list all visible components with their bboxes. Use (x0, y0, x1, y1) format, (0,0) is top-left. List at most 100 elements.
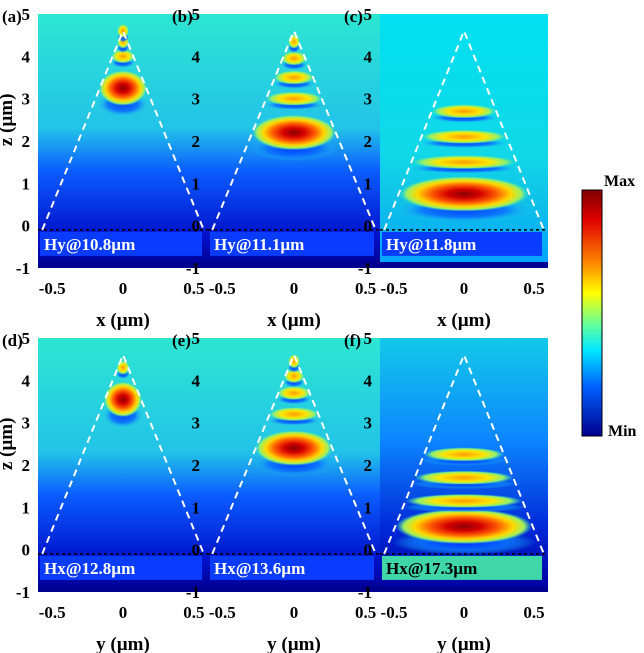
z-tick-label: 5 (364, 329, 373, 348)
substrate (208, 262, 380, 268)
z-tick-label: 2 (364, 456, 373, 475)
h-axis-label: x (µm) (267, 310, 321, 331)
z-tick-label: 3 (192, 90, 201, 109)
field-lobe (431, 104, 497, 119)
field-map (38, 338, 208, 592)
z-tick-label: 2 (22, 456, 31, 475)
h-axis-label: y (µm) (96, 634, 150, 653)
z-tick-label: 5 (364, 5, 373, 24)
z-tick-label: 4 (192, 47, 201, 66)
h-tick-label: 0.5 (355, 279, 376, 298)
h-tick-label: -0.5 (381, 603, 408, 622)
panel-tag: (f) (344, 331, 361, 350)
field-lobe (103, 381, 143, 418)
panel-tag: (e) (172, 331, 191, 350)
field-lobe (255, 430, 333, 466)
z-tick-label: 4 (22, 47, 31, 66)
field-lobe (98, 70, 148, 106)
colorbar: Max Min (581, 173, 637, 440)
substrate (380, 586, 548, 592)
panel-label: Hx@13.6µm (214, 559, 305, 578)
z-tick-label: 4 (364, 47, 373, 66)
h-tick-label: -0.5 (209, 279, 236, 298)
z-tick-label: 1 (22, 498, 31, 517)
z-tick-label: 0 (22, 541, 31, 560)
field-lobe (414, 470, 514, 485)
panel-tag: (b) (172, 7, 193, 26)
field-lobe (423, 447, 505, 462)
field-lobe (268, 407, 320, 422)
field-lobe (283, 368, 305, 384)
z-tick-label: 4 (192, 371, 201, 390)
label-box (382, 555, 542, 580)
panel-tag: (c) (344, 7, 363, 26)
z-tick-label: 0 (192, 217, 201, 236)
z-tick-label: 2 (192, 132, 201, 151)
field-lobe (277, 385, 311, 401)
z-tick-label: 1 (364, 498, 373, 517)
z-tick-label: 3 (364, 90, 373, 109)
field-lobe (273, 70, 315, 85)
z-tick-label: 5 (22, 329, 31, 348)
h-axis-label: y (µm) (437, 634, 491, 653)
h-axis-label: x (µm) (96, 310, 150, 331)
h-tick-label: -0.5 (209, 603, 236, 622)
z-tick-label: 5 (192, 329, 201, 348)
z-tick-label: 0 (192, 541, 201, 560)
panel-label: Hx@17.3µm (386, 559, 477, 578)
panel-c: Hy@11.8µm (c) 5 4 3 2 1 0 -1 -0.5 0 0.5 x (µm) (344, 5, 548, 331)
z-tick-label: 3 (192, 414, 201, 433)
z-tick-label: -1 (16, 583, 30, 602)
field-lobe (265, 91, 323, 106)
field-lobe (398, 176, 530, 212)
z-tick-label: -1 (358, 583, 372, 602)
h-tick-label: 0 (119, 279, 128, 298)
field-lobe (251, 114, 337, 151)
z-tick-label: 1 (364, 174, 373, 193)
h-tick-label: 0.5 (523, 279, 544, 298)
h-tick-label: 0 (290, 603, 299, 622)
field-lobe (411, 155, 517, 170)
panel-tag: (d) (2, 331, 23, 350)
z-tick-label: 3 (22, 414, 31, 433)
substrate (38, 586, 208, 592)
field-lobe (405, 493, 523, 509)
z-tick-label: 5 (192, 5, 201, 24)
label-box (40, 231, 202, 256)
h-tick-label: 0.5 (355, 603, 376, 622)
z-tick-label: 0 (364, 217, 373, 236)
label-box (382, 231, 542, 256)
h-tick-label: 0 (460, 603, 469, 622)
colorbar-min-label: Min (608, 423, 637, 440)
h-tick-label: -0.5 (381, 279, 408, 298)
h-tick-label: 0 (290, 279, 299, 298)
z-tick-label: -1 (16, 259, 30, 278)
field-lobe (111, 49, 135, 64)
z-tick-label: 2 (22, 132, 31, 151)
label-box (210, 231, 374, 256)
z-tick-label: 2 (192, 456, 201, 475)
z-axis-label: z (µm) (0, 418, 17, 471)
z-tick-label: 3 (22, 90, 31, 109)
h-axis-label: y (µm) (267, 634, 321, 653)
z-tick-label: -1 (186, 583, 200, 602)
h-tick-label: -0.5 (39, 603, 66, 622)
h-tick-label: 0 (119, 603, 128, 622)
z-tick-label: 2 (364, 132, 373, 151)
z-tick-label: 4 (22, 371, 31, 390)
field-lobe (288, 34, 300, 49)
h-tick-label: -0.5 (39, 279, 66, 298)
z-tick-label: 5 (22, 5, 31, 24)
panel-label: Hy@11.8µm (386, 235, 476, 254)
h-tick-label: 0 (460, 279, 469, 298)
h-axis-label: x (µm) (437, 310, 491, 331)
h-tick-label: 0.5 (523, 603, 544, 622)
z-axis-label: z (µm) (0, 94, 17, 147)
z-tick-label: -1 (358, 259, 372, 278)
panel-label: Hx@12.8µm (44, 559, 135, 578)
z-tick-label: 1 (192, 498, 201, 517)
